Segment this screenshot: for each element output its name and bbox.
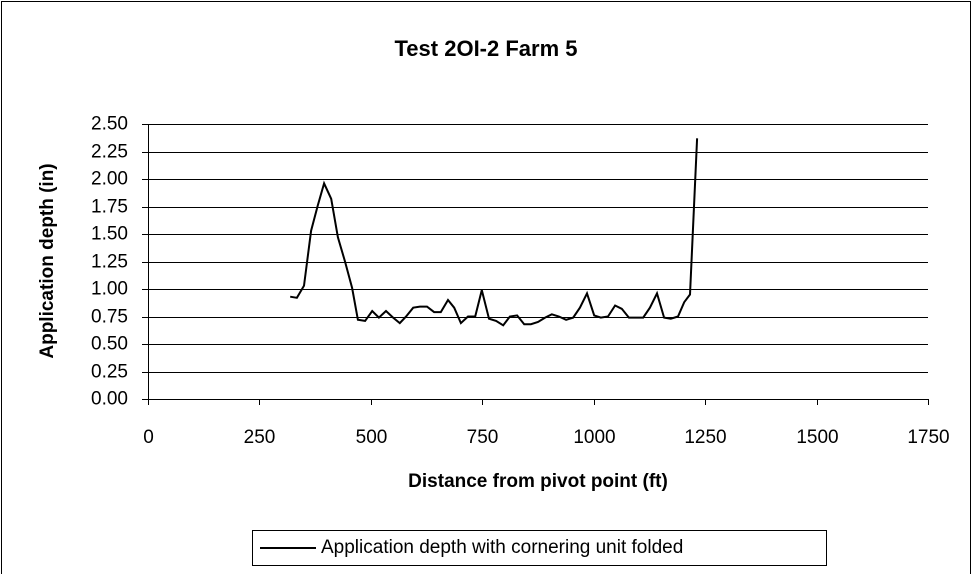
y-tick-label: 1.75 [91, 197, 128, 218]
y-tick-label: 2.25 [91, 142, 128, 163]
x-axis-label: Distance from pivot point (ft) [408, 471, 668, 492]
x-tick-label: 250 [244, 427, 276, 448]
y-tick-label: 0.75 [91, 307, 128, 328]
x-tick-label: 750 [467, 427, 499, 448]
y-tick-label: 2.50 [91, 114, 128, 135]
y-tick-label: 0.25 [91, 362, 128, 383]
y-tick-label: 2.00 [91, 169, 128, 190]
x-tick-label: 1250 [684, 427, 726, 448]
y-tick-label: 1.50 [91, 224, 128, 245]
x-tick-label: 0 [143, 427, 154, 448]
y-tick-label: 1.25 [91, 252, 128, 273]
x-tick-label: 1750 [907, 427, 949, 448]
y-tick-label: 1.00 [91, 279, 128, 300]
chart-title: Test 2OI-2 Farm 5 [395, 36, 578, 61]
y-tick-label: 0.50 [91, 334, 128, 355]
legend-label: Application depth with cornering unit fo… [321, 537, 683, 558]
x-tick-label: 1500 [796, 427, 838, 448]
data-line [290, 138, 699, 327]
y-axis-label: Application depth (in) [37, 163, 58, 358]
x-tick-label: 1000 [573, 427, 615, 448]
x-tick-label: 500 [356, 427, 388, 448]
y-tick-label: 0.00 [91, 389, 128, 410]
legend-box [252, 530, 827, 566]
